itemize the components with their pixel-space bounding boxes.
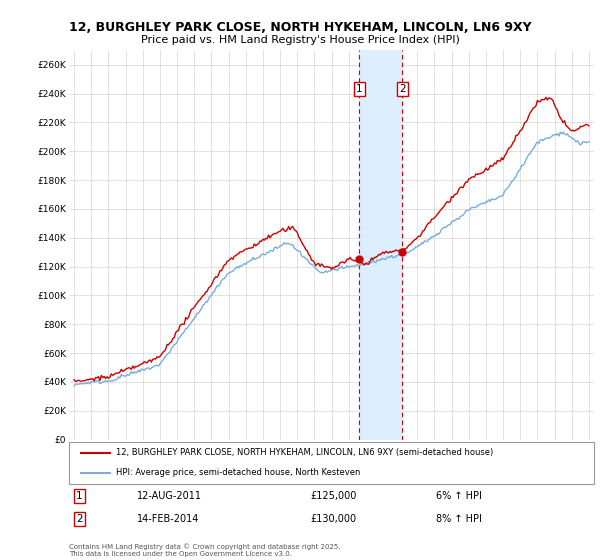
Text: 14-FEB-2014: 14-FEB-2014 [137, 514, 200, 524]
Text: Contains HM Land Registry data © Crown copyright and database right 2025.
This d: Contains HM Land Registry data © Crown c… [69, 544, 341, 557]
Text: 1: 1 [76, 491, 83, 501]
Text: 12-AUG-2011: 12-AUG-2011 [137, 491, 202, 501]
Text: 2: 2 [76, 514, 83, 524]
Text: HPI: Average price, semi-detached house, North Kesteven: HPI: Average price, semi-detached house,… [116, 468, 361, 477]
Text: 1: 1 [356, 85, 362, 94]
Text: 8% ↑ HPI: 8% ↑ HPI [437, 514, 482, 524]
Text: 6% ↑ HPI: 6% ↑ HPI [437, 491, 482, 501]
Text: £125,000: £125,000 [311, 491, 357, 501]
Text: 12, BURGHLEY PARK CLOSE, NORTH HYKEHAM, LINCOLN, LN6 9XY (semi-detached house): 12, BURGHLEY PARK CLOSE, NORTH HYKEHAM, … [116, 449, 493, 458]
FancyBboxPatch shape [69, 442, 594, 484]
Text: 12, BURGHLEY PARK CLOSE, NORTH HYKEHAM, LINCOLN, LN6 9XY: 12, BURGHLEY PARK CLOSE, NORTH HYKEHAM, … [68, 21, 532, 34]
Text: £130,000: £130,000 [311, 514, 356, 524]
Text: Price paid vs. HM Land Registry's House Price Index (HPI): Price paid vs. HM Land Registry's House … [140, 35, 460, 45]
Bar [359, 50, 402, 440]
Text: 2: 2 [399, 85, 406, 94]
